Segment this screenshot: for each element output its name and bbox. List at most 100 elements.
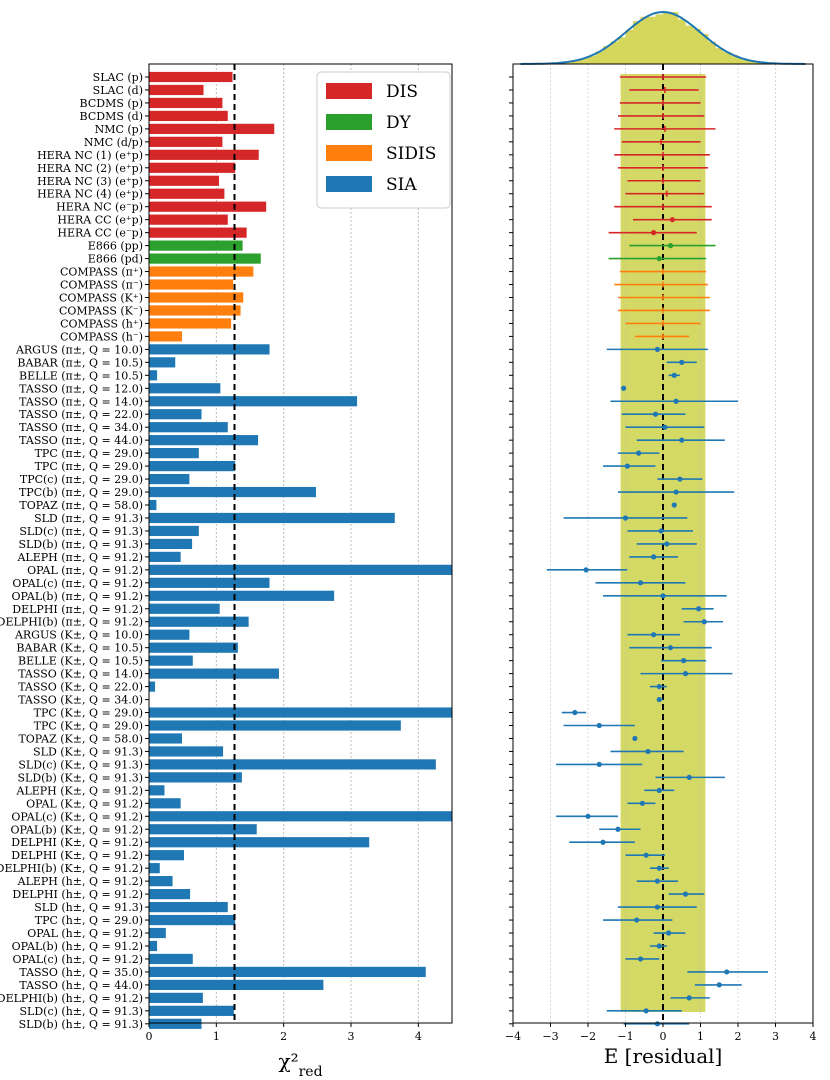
dataset-label: DELPHI (h±, Q = 91.2): [12, 888, 143, 901]
legend: DIS DY SIDIS SIA: [316, 71, 451, 209]
histogram-bin: [730, 54, 739, 64]
chi2-x-tick-label: 3: [348, 1030, 355, 1043]
residual-point: [583, 567, 589, 573]
chi2-bar: [149, 577, 270, 588]
residual-point: [624, 463, 630, 469]
residual-panel: −4 −3 −2 −1 0 1 2 3 4 E [residual]: [505, 10, 817, 1068]
dataset-label: TPC (K±, Q = 29.0): [34, 707, 143, 720]
chi2-bar: [149, 681, 156, 692]
dataset-label: SLAC (p): [93, 71, 143, 84]
dataset-label: OPAL (K±, Q = 91.2): [26, 797, 143, 810]
dataset-label: OPAL (h±, Q = 91.2): [27, 927, 143, 940]
residual-point: [643, 1008, 649, 1014]
dataset-label: HERA CC (e⁻p): [57, 227, 143, 240]
chi2-bar: [149, 772, 242, 783]
residual-x-tick-label: −1: [617, 1030, 633, 1043]
residual-point: [652, 411, 659, 417]
residual-point: [654, 878, 660, 884]
histogram-bin: [678, 19, 686, 64]
chi2-bar: [149, 227, 247, 238]
residual-points: [546, 74, 768, 1027]
dataset-label: BABAR (π±, Q = 10.5): [17, 356, 143, 369]
dataset-label: TASSO (h±, Q = 35.0): [19, 966, 143, 979]
histogram-bin: [708, 41, 716, 64]
residual-point: [621, 385, 627, 391]
residual-point: [637, 580, 644, 586]
dataset-label: E866 (pp): [88, 240, 143, 253]
chi2-bar: [149, 486, 316, 498]
chi2-bar: [149, 331, 182, 342]
chi2-bar: [149, 123, 275, 134]
residual-point: [664, 541, 670, 547]
chi2-bar: [149, 889, 191, 900]
residual-point: [656, 865, 662, 871]
residual-point: [658, 528, 664, 534]
legend-swatch: [326, 176, 372, 192]
legend-swatch: [326, 114, 372, 130]
chi2-bar: [149, 603, 220, 614]
residual-point: [600, 839, 606, 845]
chi2-bar: [149, 318, 232, 329]
chi2-bar: [149, 1018, 202, 1029]
chi2-bar: [149, 863, 160, 874]
residual-point: [643, 852, 649, 858]
dataset-label: NMC (d/p): [84, 136, 143, 149]
chi2-bar: [149, 785, 165, 796]
dataset-label: TASSO (K±, Q = 34.0): [18, 694, 143, 707]
histogram-bin: [723, 51, 731, 64]
dataset-label: DELPHI(b) (h±, Q = 91.2): [0, 992, 143, 1005]
residual-x-tick-label: −2: [580, 1030, 596, 1043]
residual-point: [724, 969, 730, 975]
histogram-bin: [565, 61, 574, 64]
chi2-bar: [149, 551, 181, 562]
chi2-x-tick-label: 0: [146, 1030, 153, 1043]
residual-point: [673, 489, 679, 495]
dataset-label: OPAL(c) (π±, Q = 91.2): [12, 577, 143, 590]
chi2-bar: [149, 461, 236, 472]
chi2-bar: [149, 240, 243, 251]
histogram-bin: [693, 28, 701, 65]
chi2-bar: [149, 966, 426, 978]
residual-point: [654, 904, 660, 910]
residual-point: [716, 982, 722, 988]
residual-point: [679, 359, 685, 365]
residual-x-tick-label: 0: [660, 1030, 667, 1043]
residual-point: [682, 891, 689, 897]
residual-point: [677, 476, 683, 482]
dataset-label: DELPHI (K±, Q = 91.2): [11, 849, 143, 862]
residual-point: [572, 709, 578, 716]
dataset-label: HERA CC (e⁺p): [57, 214, 143, 227]
dataset-label: SLD(b) (π±, Q = 91.3): [18, 538, 143, 551]
residual-point: [696, 606, 702, 612]
legend-swatch: [326, 83, 372, 99]
chi2-bar: [149, 538, 193, 550]
residual-x-tick-label: 3: [772, 1030, 779, 1043]
residual-x-tick-label: −3: [542, 1030, 558, 1043]
dataset-label: OPAL(b) (h±, Q = 91.2): [12, 940, 143, 953]
chi2-bar: [149, 201, 267, 212]
residual-point: [615, 826, 621, 832]
dataset-label: TASSO (π±, Q = 12.0): [19, 382, 143, 395]
chi2-bar: [149, 707, 452, 718]
chi2-bar: [149, 84, 204, 96]
residual-point: [645, 748, 651, 755]
chi2-bar: [149, 370, 158, 381]
dataset-label: OPAL(c) (h±, Q = 91.2): [13, 953, 144, 966]
dataset-label: HERA NC (e⁻p): [56, 201, 143, 214]
chi2-x-axis-label-sub: red: [299, 1064, 323, 1080]
chi2-bar: [149, 720, 401, 731]
chi2-bar: [149, 435, 259, 446]
chi2-bar: [149, 396, 358, 407]
dataset-label: TPC (π±, Q = 29.0): [35, 460, 143, 473]
dataset-label: ARGUS (π±, Q = 10.0): [15, 343, 143, 356]
residual-point: [679, 437, 685, 443]
residual-x-tick-label: −4: [505, 1030, 521, 1043]
legend-label: SIA: [386, 175, 417, 195]
chi2-bar: [149, 1005, 234, 1016]
residual-histogram: [550, 12, 776, 65]
chi2-bar: [149, 305, 241, 316]
chi2-bar: [149, 811, 452, 822]
dataset-label: COMPASS (π⁻): [60, 279, 143, 292]
dataset-label: TPC(c) (π±, Q = 29.0): [20, 473, 143, 486]
